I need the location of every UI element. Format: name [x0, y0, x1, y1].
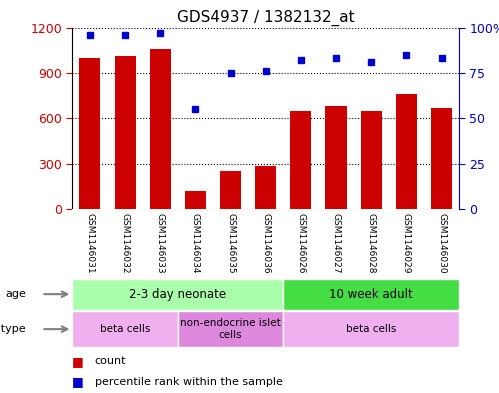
Text: GSM1146028: GSM1146028	[367, 213, 376, 273]
Bar	[150, 49, 171, 209]
Text: GSM1146030: GSM1146030	[437, 213, 446, 273]
Text: ■: ■	[72, 355, 84, 368]
Text: GSM1146027: GSM1146027	[331, 213, 340, 273]
Title: GDS4937 / 1382132_at: GDS4937 / 1382132_at	[177, 10, 354, 26]
Bar	[79, 58, 100, 209]
Bar	[178, 311, 283, 347]
Text: percentile rank within the sample: percentile rank within the sample	[95, 377, 283, 387]
Text: GSM1146035: GSM1146035	[226, 213, 235, 273]
Text: count: count	[95, 356, 126, 366]
Text: ■: ■	[72, 375, 84, 388]
Bar	[325, 106, 347, 209]
Text: 10 week adult: 10 week adult	[329, 288, 413, 301]
Text: age: age	[5, 289, 26, 299]
Text: GSM1146034: GSM1146034	[191, 213, 200, 273]
Text: GSM1146026: GSM1146026	[296, 213, 305, 273]
Bar	[396, 94, 417, 209]
Bar	[283, 279, 459, 310]
Bar	[361, 112, 382, 209]
Bar	[115, 56, 136, 209]
Bar	[185, 191, 206, 209]
Bar	[220, 171, 241, 209]
Bar	[72, 311, 178, 347]
Text: GSM1146036: GSM1146036	[261, 213, 270, 273]
Text: 2-3 day neonate: 2-3 day neonate	[129, 288, 227, 301]
Bar	[431, 108, 452, 209]
Text: GSM1146032: GSM1146032	[121, 213, 130, 273]
Text: beta cells: beta cells	[346, 324, 396, 334]
Bar	[283, 311, 459, 347]
Text: cell type: cell type	[0, 324, 26, 334]
Text: GSM1146033: GSM1146033	[156, 213, 165, 273]
Text: non-endocrine islet
cells: non-endocrine islet cells	[180, 318, 281, 340]
Bar	[290, 111, 311, 209]
Text: GSM1146031: GSM1146031	[85, 213, 94, 273]
Text: GSM1146029: GSM1146029	[402, 213, 411, 273]
Bar	[255, 166, 276, 209]
Bar	[72, 279, 283, 310]
Text: beta cells: beta cells	[100, 324, 150, 334]
